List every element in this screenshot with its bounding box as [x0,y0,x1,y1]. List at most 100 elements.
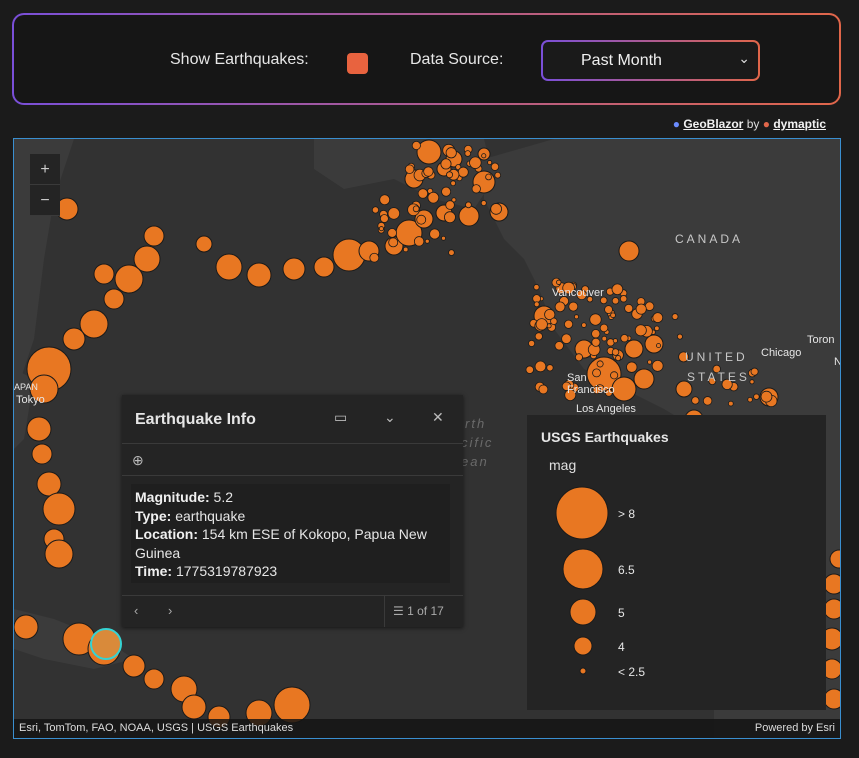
earthquake-marker[interactable] [624,303,634,313]
earthquake-marker[interactable] [469,156,482,169]
earthquake-marker[interactable] [451,197,457,203]
earthquake-marker[interactable] [528,339,536,347]
earthquake-marker[interactable] [610,312,616,319]
close-icon[interactable]: ✕ [432,409,444,425]
earthquake-marker[interactable] [538,384,549,395]
earthquake-marker[interactable] [596,360,604,368]
earthquake-marker[interactable] [829,549,841,569]
earthquake-marker[interactable] [480,200,487,207]
earthquake-marker[interactable] [534,332,543,341]
earthquake-marker[interactable] [62,327,86,351]
earthquake-marker[interactable] [458,205,480,227]
earthquake-marker[interactable] [423,166,434,177]
earthquake-marker[interactable] [114,264,144,294]
earthquake-marker[interactable] [450,180,456,187]
earthquake-marker[interactable] [601,335,608,342]
earthquake-marker[interactable] [29,374,59,404]
earthquake-marker[interactable] [592,385,602,395]
earthquake-marker[interactable] [691,396,700,405]
earthquake-marker[interactable] [647,359,653,365]
earthquake-marker[interactable] [273,686,311,724]
earthquake-marker[interactable] [610,371,619,380]
earthquake-marker[interactable] [599,296,608,305]
earthquake-marker[interactable] [465,201,472,209]
earthquake-marker[interactable] [589,313,602,326]
earthquake-marker[interactable] [369,252,380,263]
earthquake-marker[interactable] [568,301,579,312]
earthquake-marker[interactable] [561,333,572,344]
earthquake-marker[interactable] [122,654,146,678]
earthquake-marker[interactable] [143,225,165,247]
earthquake-marker[interactable] [546,364,554,372]
earthquake-marker[interactable] [411,140,421,151]
next-icon[interactable]: › [168,603,173,618]
earthquake-marker[interactable] [485,173,492,181]
earthquake-marker[interactable] [604,388,613,397]
earthquake-marker[interactable] [611,297,620,305]
earthquake-marker[interactable] [14,614,39,640]
zoom-to-icon[interactable]: ⊕ [132,452,144,468]
zoom-in-button[interactable]: + [30,154,60,185]
earthquake-marker[interactable] [533,284,540,291]
earthquake-marker[interactable] [481,153,487,159]
earthquake-marker[interactable] [424,238,430,244]
earthquake-marker[interactable] [556,279,562,285]
earthquake-marker[interactable] [490,162,500,171]
earthquake-marker[interactable] [651,359,664,372]
earthquake-marker[interactable] [246,262,272,288]
earthquake-marker[interactable] [533,301,540,308]
earthquake-marker[interactable] [379,214,389,223]
earthquake-marker[interactable] [195,235,213,253]
earthquake-marker[interactable] [313,256,335,278]
earthquake-marker[interactable] [441,186,452,197]
earthquake-marker[interactable] [561,381,572,391]
earthquake-marker[interactable] [550,317,558,326]
earthquake-marker[interactable] [44,539,74,569]
feature-count[interactable]: ☰ 1 of 17 [384,595,463,627]
earthquake-marker[interactable] [753,393,760,400]
earthquake-marker[interactable] [823,573,841,595]
earthquake-marker[interactable] [36,471,62,497]
earthquake-marker[interactable] [441,235,446,241]
earthquake-marker[interactable] [721,378,733,390]
earthquake-marker[interactable] [554,341,564,351]
earthquake-marker[interactable] [445,147,457,159]
earthquake-marker[interactable] [417,188,429,199]
earthquake-marker[interactable] [404,164,415,174]
earthquake-marker[interactable] [671,313,679,320]
earthquake-marker[interactable] [747,396,753,403]
earthquake-marker[interactable] [750,367,759,376]
earthquake-marker[interactable] [490,203,502,215]
selected-earthquake-marker[interactable] [90,628,122,660]
earthquake-marker[interactable] [387,207,401,220]
earthquake-marker[interactable] [656,343,661,349]
earthquake-marker[interactable] [416,214,427,225]
earthquake-marker[interactable] [675,380,693,398]
earthquake-marker[interactable] [31,443,53,465]
earthquake-marker[interactable] [378,226,384,232]
earthquake-marker[interactable] [676,333,683,340]
earthquake-marker[interactable] [494,171,502,179]
earthquake-marker[interactable] [823,598,841,620]
earthquake-marker[interactable] [708,377,717,386]
earthquake-marker[interactable] [534,360,547,373]
earthquake-marker[interactable] [611,283,624,296]
previous-icon[interactable]: ‹ [134,603,139,618]
show-earthquakes-checkbox[interactable] [347,53,368,74]
earthquake-marker[interactable] [446,171,454,179]
earthquake-marker[interactable] [215,253,243,281]
earthquake-marker[interactable] [143,668,165,690]
earthquake-marker[interactable] [654,325,660,332]
earthquake-marker[interactable] [525,365,534,374]
earthquake-marker[interactable] [626,361,638,373]
earthquake-marker[interactable] [592,368,601,378]
earthquake-marker[interactable] [388,237,399,248]
earthquake-marker[interactable] [42,492,76,526]
earthquake-marker[interactable] [181,694,207,720]
earthquake-marker[interactable] [282,257,306,281]
earthquake-marker[interactable] [440,158,452,170]
earthquake-marker[interactable] [429,228,441,240]
earthquake-marker[interactable] [586,296,594,303]
earthquake-marker[interactable] [79,309,109,339]
earthquake-marker[interactable] [93,263,115,285]
